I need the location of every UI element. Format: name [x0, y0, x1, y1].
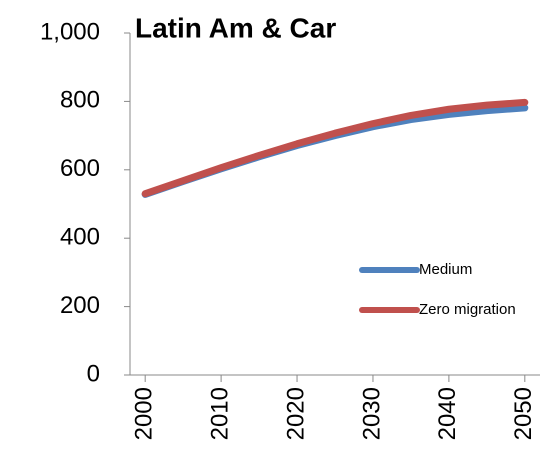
- x-tick-label: 2040: [434, 387, 461, 440]
- legend-label: Medium: [419, 261, 472, 278]
- x-tick-label: 2030: [358, 387, 385, 440]
- x-tick-label: 2010: [206, 387, 233, 440]
- y-tick-label: 1,000: [40, 18, 100, 45]
- y-tick-label: 0: [87, 360, 100, 387]
- y-tick-label: 600: [60, 155, 100, 182]
- series-line: [141, 98, 529, 198]
- y-tick-label: 800: [60, 87, 100, 114]
- series-line: [141, 104, 529, 198]
- chart-title: Latin Am & Car: [135, 12, 336, 43]
- legend-label: Zero migration: [419, 301, 516, 318]
- x-tick-label: 2050: [510, 387, 537, 440]
- y-tick-label: 200: [60, 292, 100, 319]
- x-tick-label: 2000: [131, 387, 158, 440]
- x-tick-label: 2020: [282, 387, 309, 440]
- y-tick-label: 400: [60, 224, 100, 251]
